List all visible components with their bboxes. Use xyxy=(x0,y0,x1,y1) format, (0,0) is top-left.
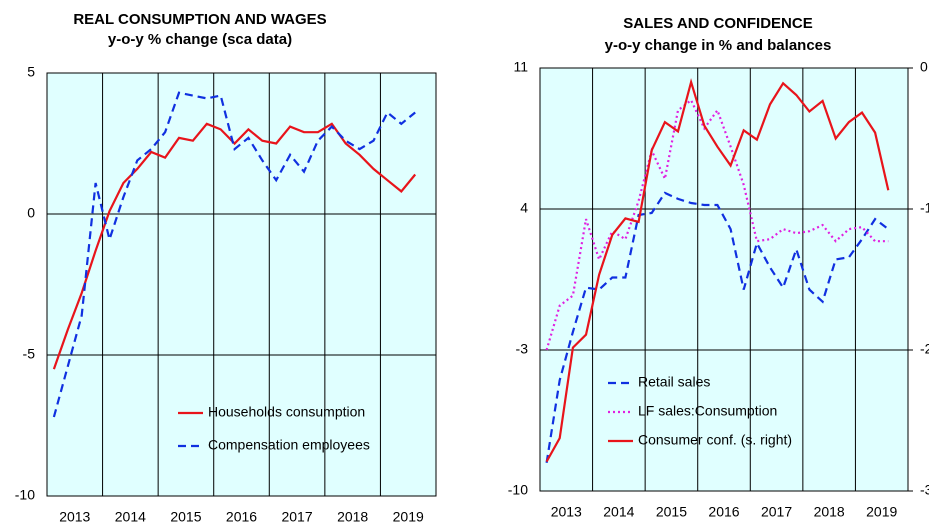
series-line xyxy=(545,191,889,463)
x-tick-label: 2018 xyxy=(337,509,368,525)
x-tick-label: 2017 xyxy=(281,509,312,525)
legend-label: LF sales:Consumption xyxy=(638,403,777,419)
y2-tick-label: -12 xyxy=(920,200,929,216)
y-tick-label: -10 xyxy=(508,482,528,498)
x-tick-label: 2014 xyxy=(603,504,634,520)
chart-title: REAL CONSUMPTION AND WAGES xyxy=(73,11,326,28)
x-tick-label: 2018 xyxy=(814,504,845,520)
y-tick-label: -3 xyxy=(516,341,529,357)
x-tick-label: 2019 xyxy=(866,504,897,520)
plot-area xyxy=(540,68,908,491)
chart-subtitle: y-o-y % change (sca data) xyxy=(108,31,292,48)
plot-border xyxy=(46,72,437,497)
series-line xyxy=(52,91,416,418)
y2-tick-label: 0 xyxy=(920,59,928,75)
x-tick-label: 2015 xyxy=(170,509,201,525)
x-tick-label: 2013 xyxy=(59,509,90,525)
x-tick-label: 2017 xyxy=(761,504,792,520)
x-tick-label: 2016 xyxy=(708,504,739,520)
series-line xyxy=(545,78,890,463)
legend-label: Households consumption xyxy=(208,404,365,420)
chart: REAL CONSUMPTION AND WAGES y-o-y % change… xyxy=(15,11,437,525)
legend-label: Consumer conf. (s. right) xyxy=(638,432,792,448)
x-tick-label: 2016 xyxy=(226,509,257,525)
y2-tick-label: -36 xyxy=(920,482,929,498)
y2-tick-label: -24 xyxy=(920,341,929,357)
y-tick-label: -10 xyxy=(15,487,35,503)
y-tick-label: -5 xyxy=(23,346,36,362)
legend-label: Compensation employees xyxy=(208,437,370,453)
y-tick-label: 11 xyxy=(513,59,528,75)
y-tick-label: 5 xyxy=(27,64,35,80)
chart: SALES AND CONFIDENCE y-o-y change in % an… xyxy=(508,15,929,520)
chart-title: SALES AND CONFIDENCE xyxy=(623,15,812,32)
series-line xyxy=(52,122,417,370)
x-tick-label: 2015 xyxy=(656,504,687,520)
plot-area xyxy=(47,73,436,496)
plot-border xyxy=(539,67,909,492)
y-tick-label: 0 xyxy=(27,205,35,221)
x-tick-label: 2014 xyxy=(115,509,146,525)
x-tick-label: 2013 xyxy=(551,504,582,520)
chart-subtitle: y-o-y change in % and balances xyxy=(605,37,832,54)
y-tick-label: 4 xyxy=(520,200,528,216)
x-tick-label: 2019 xyxy=(393,509,424,525)
legend-label: Retail sales xyxy=(638,374,710,390)
